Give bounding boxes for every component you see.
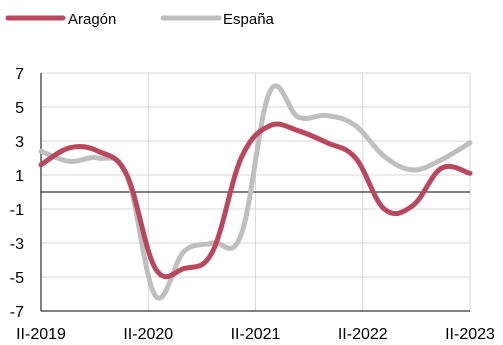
- y-tick-label: 3: [15, 134, 24, 151]
- y-tick-label: 7: [15, 66, 24, 83]
- y-tick-label: -5: [10, 270, 24, 287]
- legend: Aragón España: [5, 11, 275, 28]
- x-tick-label: II-2020: [123, 326, 173, 343]
- y-tick-label: -3: [10, 236, 24, 253]
- y-axis-ticks: 7 5 3 1 -1 -3 -5 -7: [10, 66, 24, 321]
- y-tick-label: -1: [10, 202, 24, 219]
- x-tick-label: II-2019: [16, 326, 66, 343]
- axes: [40, 72, 471, 312]
- legend-label-espana: España: [223, 11, 275, 28]
- x-tick-label: II-2023: [445, 326, 495, 343]
- y-tick-label: 5: [15, 100, 24, 117]
- x-axis-ticks: II-2019 II-2020 II-2021 II-2022 II-2023: [16, 326, 495, 343]
- series-line-aragon: [38, 121, 473, 280]
- x-tick-label: II-2021: [231, 326, 281, 343]
- y-tick-label: -7: [10, 304, 24, 321]
- series-lines: [38, 83, 473, 301]
- x-tick-label: II-2022: [338, 326, 388, 343]
- legend-label-aragon: Aragón: [68, 11, 116, 28]
- y-tick-label: 1: [15, 168, 24, 185]
